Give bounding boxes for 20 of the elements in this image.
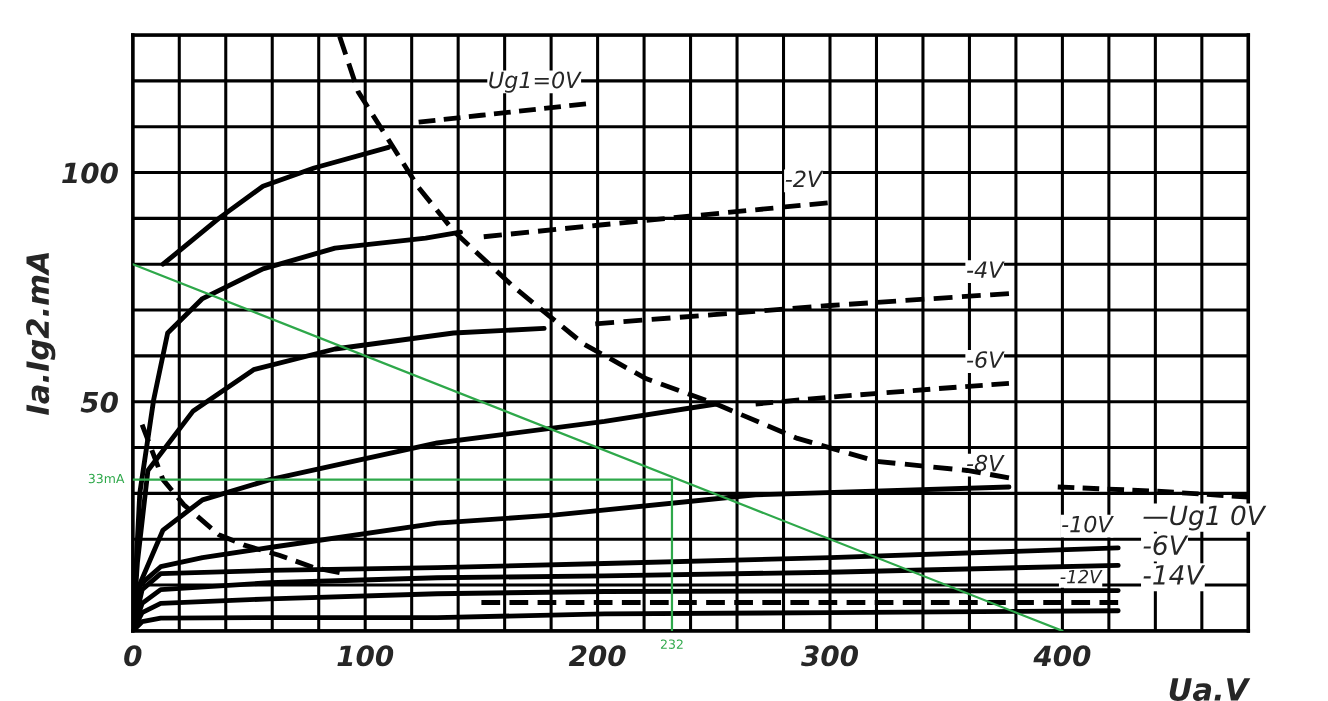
annotation: -14V [1143, 565, 1206, 585]
series-label: -6V [967, 351, 1005, 368]
series-label: -4V [967, 261, 1005, 278]
x-tick-label: 100 [337, 645, 394, 667]
y-axis-title: Ia.Ig2.mA [26, 252, 56, 415]
series-label: -12V [1060, 569, 1103, 584]
series-label: -8V [967, 454, 1005, 472]
x-tick-label: 400 [1033, 645, 1091, 667]
series-label: -10V [1062, 515, 1114, 533]
x-axis-title: Ua.V [1169, 678, 1251, 701]
annotation: 232 [660, 639, 683, 649]
y-tick-label: 50 [80, 391, 118, 413]
annotation: —Ug1 0V [1143, 505, 1267, 531]
annotation: 33mA [88, 473, 125, 484]
x-tick-label: 200 [568, 645, 626, 667]
x-tick-label: 0 [124, 645, 142, 667]
series-label: Ug1=0V [489, 71, 582, 93]
x-tick-label: 300 [801, 645, 858, 667]
annotation: -6V [1143, 535, 1189, 556]
series-label: -2V [785, 170, 824, 188]
